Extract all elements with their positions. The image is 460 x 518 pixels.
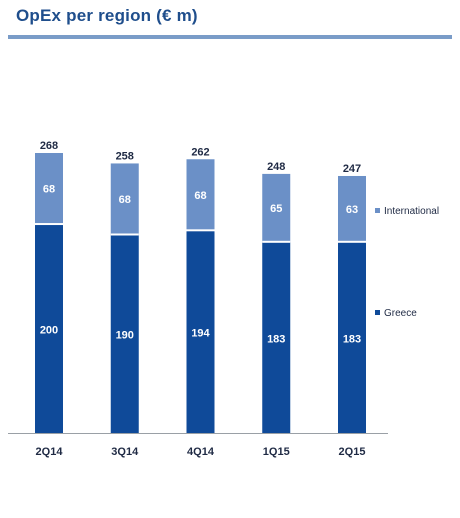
bar-greece-2Q14	[35, 224, 63, 433]
bar-international-2Q15	[338, 175, 366, 242]
legend-label-greece: Greece	[384, 308, 417, 319]
x-tick-label-4Q14: 4Q14	[187, 446, 215, 458]
total-label-3Q14: 258	[116, 150, 134, 162]
bar-international-4Q14	[186, 159, 215, 231]
data-label-greece-1Q15: 183	[267, 333, 285, 345]
bar-greece-4Q14	[186, 230, 215, 433]
total-label-2Q15: 247	[343, 163, 361, 175]
bar-greece-2Q15	[338, 241, 366, 433]
data-label-greece-4Q14: 194	[191, 328, 210, 340]
bar-international-2Q14	[35, 153, 63, 225]
bar-separator-2Q14	[35, 223, 63, 226]
x-tick-label-2Q14: 2Q14	[36, 446, 64, 458]
legend-swatch-international	[375, 208, 380, 213]
data-label-greece-3Q14: 190	[116, 330, 134, 342]
x-tick-label-1Q15: 1Q15	[263, 446, 290, 458]
data-label-greece-2Q15: 183	[343, 333, 361, 345]
chart-title: OpEx per region (€ m)	[16, 6, 198, 25]
bar-international-3Q14	[110, 163, 139, 235]
data-label-international-2Q15: 63	[346, 204, 358, 216]
bar-separator-3Q14	[110, 233, 139, 236]
data-label-greece-2Q14: 200	[40, 325, 58, 337]
bar-greece-3Q14	[110, 234, 139, 433]
data-label-international-1Q15: 65	[270, 203, 282, 215]
data-label-international-4Q14: 68	[194, 190, 206, 202]
legend-swatch-greece	[375, 310, 380, 315]
bar-separator-1Q15	[262, 240, 291, 243]
bar-separator-4Q14	[186, 229, 215, 232]
bar-greece-1Q15	[262, 241, 291, 433]
total-label-1Q15: 248	[267, 161, 285, 173]
bars-group	[8, 153, 388, 434]
labels-group: 200 68 268 2Q14 190 68 258 3Q14 194 68 262 4Q14 183 6…	[36, 140, 366, 458]
data-label-international-2Q14: 68	[43, 184, 55, 196]
x-tick-label-3Q14: 3Q14	[111, 446, 139, 458]
total-label-4Q14: 262	[191, 146, 209, 158]
bar-separator-2Q15	[338, 240, 366, 243]
legend-group: International Greece	[375, 206, 439, 319]
x-tick-label-2Q15: 2Q15	[339, 446, 366, 458]
total-label-2Q14: 268	[40, 140, 58, 152]
title-underline	[8, 35, 452, 39]
legend-label-international: International	[384, 206, 439, 217]
data-label-international-3Q14: 68	[119, 194, 131, 206]
bar-international-1Q15	[262, 173, 291, 242]
